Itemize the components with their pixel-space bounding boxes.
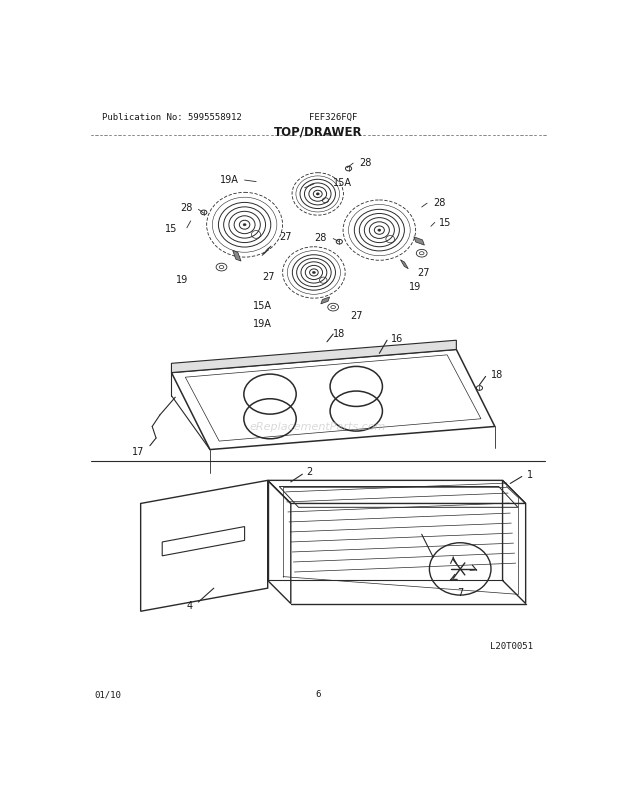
Text: 19: 19 [409,282,421,292]
Text: 28: 28 [180,203,193,213]
Text: Publication No: 5995558912: Publication No: 5995558912 [102,113,242,122]
Polygon shape [321,298,330,305]
Text: 16: 16 [391,334,403,343]
Text: 18: 18 [333,328,345,338]
Text: 1: 1 [527,470,533,480]
Text: 18: 18 [491,370,503,379]
Polygon shape [232,251,241,261]
Text: 15: 15 [440,218,452,228]
Text: 15A: 15A [333,178,352,188]
Text: 19A: 19A [253,318,272,328]
Text: 01/10: 01/10 [94,690,122,699]
Ellipse shape [316,193,319,196]
Text: TOP/DRAWER: TOP/DRAWER [273,125,362,139]
Text: 27: 27 [350,310,363,321]
Text: 4: 4 [187,601,193,610]
Text: 15A: 15A [253,301,272,310]
Text: 15: 15 [166,224,177,233]
Text: 7: 7 [457,587,463,597]
Text: 27: 27 [279,232,291,242]
Polygon shape [172,341,456,373]
Text: 17: 17 [132,447,144,456]
Text: eReplacementParts.com: eReplacementParts.com [250,422,386,432]
Ellipse shape [430,543,491,595]
Text: 19A: 19A [219,174,239,184]
Text: FEF326FQF: FEF326FQF [309,113,357,122]
Text: 6: 6 [315,690,321,699]
Text: L20T0051: L20T0051 [490,641,533,650]
Text: 28: 28 [433,197,446,208]
Text: 27: 27 [417,268,430,278]
Text: 27: 27 [262,272,275,282]
Ellipse shape [378,229,381,232]
Text: 19: 19 [176,274,188,284]
Ellipse shape [312,272,316,274]
Polygon shape [401,261,409,269]
Text: 2: 2 [306,467,312,476]
Polygon shape [262,246,271,257]
Text: 28: 28 [314,233,327,243]
Polygon shape [414,237,425,245]
Text: 28: 28 [360,157,372,168]
Ellipse shape [243,225,246,227]
